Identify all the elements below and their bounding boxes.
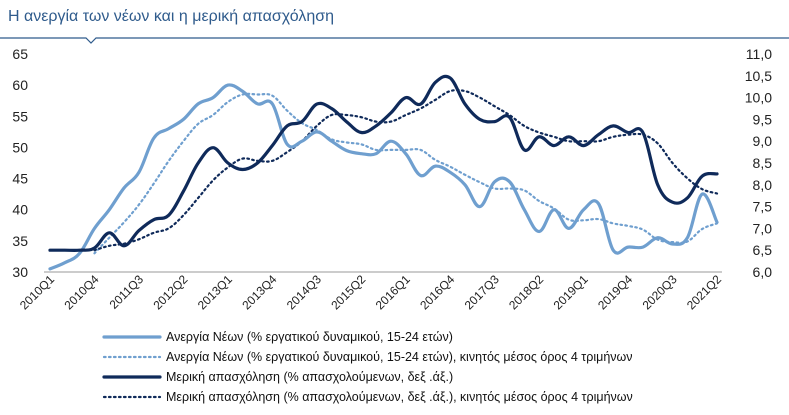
right-axis-tick: 8,0 [753,177,773,193]
right-axis-tick: 8,5 [753,155,773,171]
left-axis-tick: 50 [12,139,28,155]
left-axis-tick: 30 [12,264,28,280]
x-axis-tick: 2015Q2 [328,272,368,312]
chart-title: Η ανεργία των νέων και η μερική απασχόλη… [8,8,335,25]
right-axis-tick: 7,5 [753,199,773,215]
x-axis-tick: 2013Q4 [239,272,279,312]
legend-label-1: Ανεργία Νέων (% εργατικού δυναμικού, 15-… [166,330,453,344]
right-axis-tick: 10,5 [745,68,772,84]
x-axis-tick: 2018Q2 [506,272,546,312]
right-axis-tick: 10,0 [745,90,772,106]
x-axis-tick: 2016Q1 [373,272,413,312]
right-axis-tick: 11,0 [746,46,772,62]
left-axis-tick: 40 [12,202,28,218]
series-line-1 [48,83,719,271]
right-axis-tick: 6,5 [753,242,773,258]
right-axis-tick: 6,0 [753,264,773,280]
x-axis-tick: 2019Q1 [551,272,591,312]
x-axis-tick: 2013Q1 [195,272,235,312]
x-axis-tick: 2012Q2 [150,272,190,312]
right-axis-tick: 9,5 [753,111,773,127]
series-line-4 [93,88,719,252]
left-axis-tick: 65 [12,46,28,62]
x-axis-tick: 2016Q4 [417,272,457,312]
left-axis-tick: 35 [12,233,28,249]
legend-label-3: Μερική απασχόληση (% απασχολούμενων, δεξ… [166,370,453,384]
series-line-2 [93,92,719,255]
x-axis-tick: 2020Q3 [640,272,680,312]
right-axis-tick: 9,0 [753,133,773,149]
left-axis-tick: 60 [12,77,28,93]
series-line-3 [48,74,719,252]
x-axis-tick: 2017Q3 [462,272,502,312]
x-axis-tick: 2011Q3 [107,272,147,312]
legend-label-2: Ανεργία Νέων (% εργατικού δυναμικού, 15-… [166,350,633,364]
x-axis-tick: 2014Q3 [284,272,324,312]
right-axis-tick: 7,0 [753,220,773,236]
x-axis-tick: 2021Q2 [684,272,724,312]
left-axis-tick: 55 [12,108,28,124]
header-rule [0,37,789,44]
legend-label-4: Μερική απασχόληση (% απασχολούμενων, δεξ… [166,390,633,404]
x-axis-tick: 2019Q4 [595,272,635,312]
x-axis-tick: 2010Q4 [61,272,101,312]
left-axis-tick: 45 [12,171,28,187]
